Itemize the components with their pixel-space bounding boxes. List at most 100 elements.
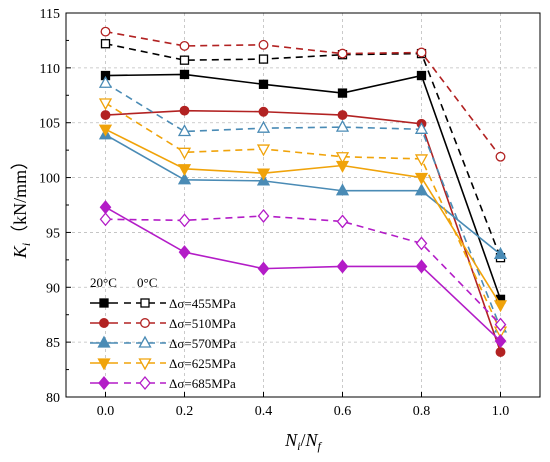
- legend-entry: Δσ=625MPa: [90, 356, 236, 371]
- legend-marker-filled: [98, 375, 110, 391]
- data-point: [335, 119, 350, 132]
- y-tick-label: 95: [46, 226, 60, 241]
- data-point: [336, 214, 349, 229]
- legend-label: Δσ=510MPa: [169, 316, 236, 331]
- y-axis-title: Ki（kN/mm）: [10, 152, 33, 259]
- x-axis-title-sep: /: [300, 430, 305, 450]
- series-line: [105, 109, 502, 353]
- legend-marker-filled: [99, 318, 109, 328]
- series-line: [105, 30, 502, 158]
- legend-label: Δσ=455MPa: [169, 296, 236, 311]
- x-tick-label: 0.4: [255, 404, 273, 419]
- data-point: [99, 212, 112, 227]
- series-line: [105, 82, 502, 329]
- y-tick-label: 80: [46, 391, 60, 406]
- legend-marker-open: [138, 335, 152, 348]
- x-tick-label: 1.0: [492, 404, 510, 419]
- data-point: [258, 39, 269, 50]
- series-line: [105, 102, 502, 332]
- data-point: [415, 259, 428, 274]
- series-line: [105, 134, 502, 255]
- y-tick-label: 110: [40, 62, 60, 77]
- legend-entry: Δσ=455MPa: [90, 296, 236, 311]
- data-point: [179, 55, 190, 65]
- legend-marker-filled: [99, 298, 109, 308]
- data-point: [179, 69, 190, 80]
- data-point: [257, 261, 270, 276]
- series-line: [105, 42, 502, 258]
- x-axis-title-main2: N: [305, 430, 319, 450]
- y-tick-label: 90: [46, 281, 60, 296]
- data-point: [336, 259, 349, 274]
- data-point: [258, 54, 269, 64]
- data-point: [178, 213, 191, 228]
- legend-label: Δσ=570MPa: [169, 336, 236, 351]
- x-axis-title: Ni/Nf: [284, 430, 322, 453]
- series-20c-8: [99, 200, 507, 349]
- grid-lines: [66, 12, 540, 398]
- data-point: [335, 183, 350, 196]
- data-point: [414, 121, 429, 134]
- legend-header-20c: 20°C: [90, 275, 117, 290]
- legend-marker-open: [140, 298, 150, 308]
- data-point: [177, 172, 192, 185]
- x-axis-title-sub1: i: [297, 439, 300, 453]
- legend-marker-filled: [97, 335, 111, 348]
- legend-marker-open: [138, 358, 152, 371]
- data-point: [414, 172, 429, 185]
- legend: 20°C 0°C Δσ=455MPa Δσ=510MPa Δσ=570MPa Δσ=625…: [90, 275, 236, 391]
- data-point: [414, 154, 429, 167]
- y-tick-label: 100: [39, 172, 60, 187]
- x-tick-label: 0.6: [334, 404, 352, 419]
- x-tick-label: 0.2: [176, 404, 194, 419]
- series-20c-6: [98, 124, 508, 313]
- data-point: [177, 124, 192, 137]
- data-point: [494, 334, 507, 349]
- data-point: [177, 147, 192, 160]
- y-tick-label: 85: [46, 336, 60, 351]
- axis-ticks: 0.0 0.2 0.4 0.6 0.8 1.0 80 85 90 95 100 105 110 115: [39, 7, 509, 419]
- data-point: [98, 75, 113, 88]
- legend-marker-filled: [97, 358, 111, 371]
- data-point: [335, 152, 350, 165]
- data-point: [495, 151, 506, 162]
- legend-entry: Δσ=510MPa: [90, 316, 236, 331]
- legend-marker-open: [139, 375, 151, 391]
- data-point: [493, 300, 508, 313]
- legend-marker-open: [140, 318, 150, 328]
- x-tick-label: 0.0: [97, 404, 115, 419]
- data-point: [258, 79, 269, 89]
- data-point: [416, 70, 427, 81]
- legend-header-0c: 0°C: [137, 275, 157, 290]
- x-axis-title-main: N: [284, 430, 298, 450]
- series-0c-3: [100, 26, 506, 162]
- y-tick-label: 105: [39, 117, 60, 132]
- data-point: [178, 245, 191, 260]
- series-0c-9: [99, 208, 507, 332]
- data-point: [98, 98, 113, 111]
- data-point: [415, 236, 428, 251]
- data-point: [179, 40, 190, 51]
- data-point: [337, 88, 348, 98]
- data-point: [494, 317, 507, 332]
- data-point: [495, 347, 506, 357]
- data-point: [179, 105, 190, 116]
- data-point: [99, 200, 112, 215]
- legend-label: Δσ=625MPa: [169, 356, 236, 371]
- data-point: [337, 48, 348, 59]
- data-point: [258, 106, 269, 117]
- data-point: [98, 124, 113, 137]
- legend-label: Δσ=685MPa: [169, 376, 236, 391]
- legend-entry: Δσ=570MPa: [90, 335, 236, 351]
- series-line: [105, 73, 502, 300]
- data-point: [256, 168, 271, 181]
- series-20c-0: [100, 69, 506, 305]
- data-point: [416, 47, 427, 58]
- series-line: [105, 215, 502, 326]
- data-point: [100, 110, 111, 120]
- y-axis-title-sub: i: [19, 243, 33, 246]
- y-axis-title-main: K: [10, 245, 30, 259]
- data-point: [100, 39, 111, 49]
- series-0c-1: [100, 39, 506, 263]
